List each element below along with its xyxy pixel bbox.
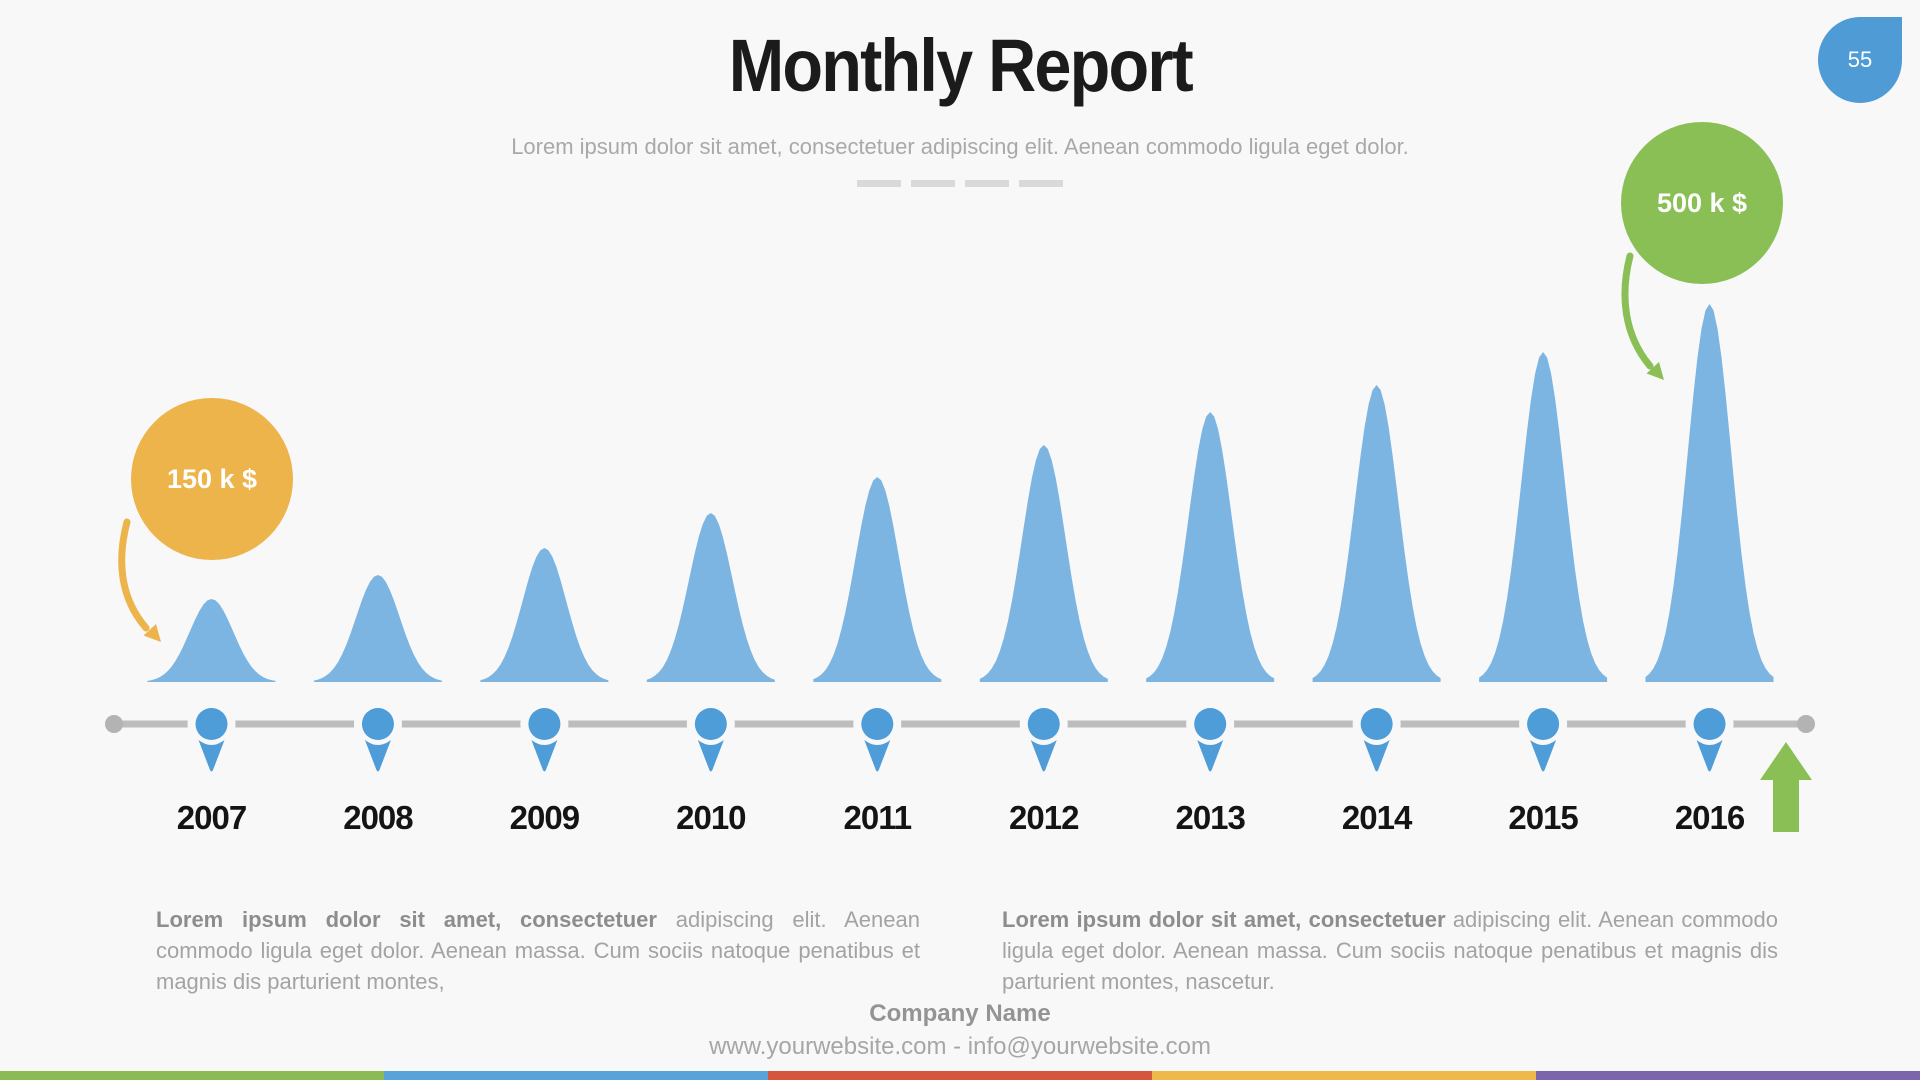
paragraph-left-text: adipiscing elit. Aenean commodo ligula e…: [156, 907, 920, 994]
divider-dash: [965, 180, 1009, 187]
annotation-arrow-2007: [118, 518, 161, 642]
timeline-end-dot: [1797, 715, 1815, 733]
timeline-pin-2012: [1030, 740, 1057, 772]
timeline-pin-2009: [531, 740, 558, 772]
year-label-2007: 2007: [176, 799, 247, 836]
contact-line: www.yourwebsite.com - info@yourwebsite.c…: [709, 1033, 1211, 1060]
paragraph-right-lead: Lorem ipsum dolor sit amet, consectetuer: [1002, 907, 1446, 932]
chart-hill-2012: [979, 445, 1108, 682]
chart-hill-2013: [1146, 412, 1275, 682]
timeline-pin-2015: [1530, 740, 1557, 772]
timeline-dot-2015: [1527, 708, 1560, 740]
timeline-dot-2009: [528, 708, 561, 740]
annotation-value-2016: 500 k $: [1656, 187, 1748, 218]
chart-hill-2015: [1479, 352, 1608, 682]
timeline-pin-2013: [1197, 740, 1224, 772]
divider-dash: [1019, 180, 1063, 187]
year-label-2010: 2010: [676, 799, 746, 836]
annotation-value-2007: 150 k $: [166, 463, 258, 494]
annotation-bubble-2016: 500 k $: [1621, 122, 1783, 284]
timeline-dot-2011: [861, 708, 894, 740]
timeline-dot-2014: [1360, 708, 1393, 740]
page-number-badge: 55: [1818, 17, 1902, 103]
paragraph-left: Lorem ipsum dolor sit amet, consectetuer…: [156, 904, 920, 997]
stripe-segment: [0, 1071, 384, 1080]
chart-hill-2014: [1312, 385, 1441, 682]
timeline-pin-2010: [697, 740, 724, 772]
timeline-start-dot: [105, 715, 123, 733]
chart-hill-2010: [646, 513, 775, 682]
year-label-2016: 2016: [1674, 799, 1745, 836]
year-label-2009: 2009: [509, 799, 580, 836]
page-subtitle: Lorem ipsum dolor sit amet, consectetuer…: [511, 134, 1409, 159]
year-label-2008: 2008: [343, 799, 413, 836]
chart-hill-2016: [1645, 304, 1774, 682]
stripe-segment: [768, 1071, 1152, 1080]
year-label-2014: 2014: [1341, 799, 1412, 836]
timeline-pin-2016: [1696, 740, 1723, 772]
paragraph-left-lead: Lorem ipsum dolor sit amet, consectetuer: [156, 907, 657, 932]
timeline-dot-2008: [361, 708, 394, 740]
stripe-segment: [384, 1071, 768, 1080]
page-number: 55: [1847, 47, 1873, 72]
stripe-segment: [1536, 1071, 1920, 1080]
chart-hill-2008: [313, 575, 442, 682]
footer-color-stripe: [0, 1071, 1920, 1080]
annotation-bubble-2007: 150 k $: [131, 398, 293, 560]
page-title: Monthly Report: [0, 26, 1920, 106]
divider-dash: [857, 180, 901, 187]
timeline-dot-2012: [1027, 708, 1060, 740]
paragraph-right-text: adipiscing elit. Aenean commodo ligula e…: [1002, 907, 1778, 994]
chart-hills: [147, 304, 1774, 682]
timeline-dot-2016: [1693, 708, 1726, 740]
timeline-pin-2007: [198, 740, 225, 772]
timeline-dot-2010: [694, 708, 727, 740]
growth-up-arrow-icon: [1760, 742, 1812, 832]
year-label-2012: 2012: [1009, 799, 1079, 836]
title-divider-dashes: [0, 180, 1920, 187]
timeline-dot-2007: [195, 708, 228, 740]
annotation-arrow-2016: [1621, 252, 1664, 380]
chart-hill-2011: [813, 477, 942, 682]
divider-dash: [911, 180, 955, 187]
timeline-pin-2008: [364, 740, 391, 772]
paragraph-right: Lorem ipsum dolor sit amet, consectetuer…: [1002, 904, 1778, 997]
page-title-text: Monthly Report: [728, 24, 1193, 107]
timeline-pin-2011: [864, 740, 891, 772]
timeline-pin-2014: [1363, 740, 1390, 772]
timeline-dots: [187, 700, 1734, 772]
chart-hill-2007: [147, 599, 276, 682]
stripe-segment: [1152, 1071, 1536, 1080]
year-label-2011: 2011: [843, 799, 913, 836]
timeline-dot-2013: [1194, 708, 1227, 740]
company-name: Company Name: [869, 1000, 1051, 1027]
year-label-2015: 2015: [1508, 799, 1578, 836]
chart-hill-2009: [480, 548, 609, 682]
year-label-2013: 2013: [1175, 799, 1245, 836]
